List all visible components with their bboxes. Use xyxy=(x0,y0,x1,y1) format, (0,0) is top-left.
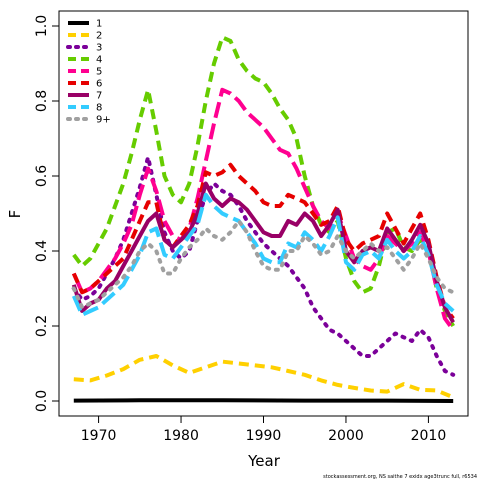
y-tick-label: 0.2 xyxy=(34,315,50,337)
x-axis: 1970 1980 1990 2000 2010 xyxy=(81,416,446,444)
series-line-9plus xyxy=(71,219,456,310)
x-tick-label: 2010 xyxy=(411,428,447,444)
series-line-6 xyxy=(71,162,455,320)
legend-label: 8 xyxy=(96,103,102,114)
y-tick-label: 1.0 xyxy=(34,15,50,37)
x-tick-label: 1980 xyxy=(163,428,199,444)
plot-area-frame xyxy=(58,10,469,417)
x-tick-label: 2000 xyxy=(328,428,364,444)
y-axis: 0.0 0.2 0.4 0.6 0.8 1.0 xyxy=(34,15,59,412)
legend-label: 1 xyxy=(96,19,102,30)
legend-label: 3 xyxy=(96,43,102,54)
legend-label: 6 xyxy=(96,79,102,90)
series-line-2 xyxy=(73,354,454,400)
y-tick-label: 0.0 xyxy=(34,390,50,412)
legend-label: 5 xyxy=(96,67,102,78)
legend-label: 9+ xyxy=(96,115,111,126)
series-line-4 xyxy=(72,35,455,327)
series-line-8 xyxy=(71,192,455,317)
legend-label: 4 xyxy=(96,55,102,66)
y-axis-title: F xyxy=(6,210,24,219)
y-tick-label: 0.8 xyxy=(34,90,50,112)
series-line-1 xyxy=(73,398,454,403)
legend-label: 7 xyxy=(96,91,102,102)
legend-label: 2 xyxy=(96,31,102,42)
x-axis-title: Year xyxy=(247,452,281,470)
y-tick-label: 0.4 xyxy=(34,240,50,262)
credit-text: stockassessment.org, NS saithe 7 exidx a… xyxy=(323,474,477,480)
series-line-5 xyxy=(71,87,455,331)
series-line-3 xyxy=(71,155,456,377)
series-line-7 xyxy=(71,181,455,324)
x-tick-label: 1970 xyxy=(81,428,117,444)
series-layer xyxy=(71,35,456,403)
x-tick-label: 1990 xyxy=(246,428,282,444)
y-tick-label: 0.6 xyxy=(34,165,50,187)
